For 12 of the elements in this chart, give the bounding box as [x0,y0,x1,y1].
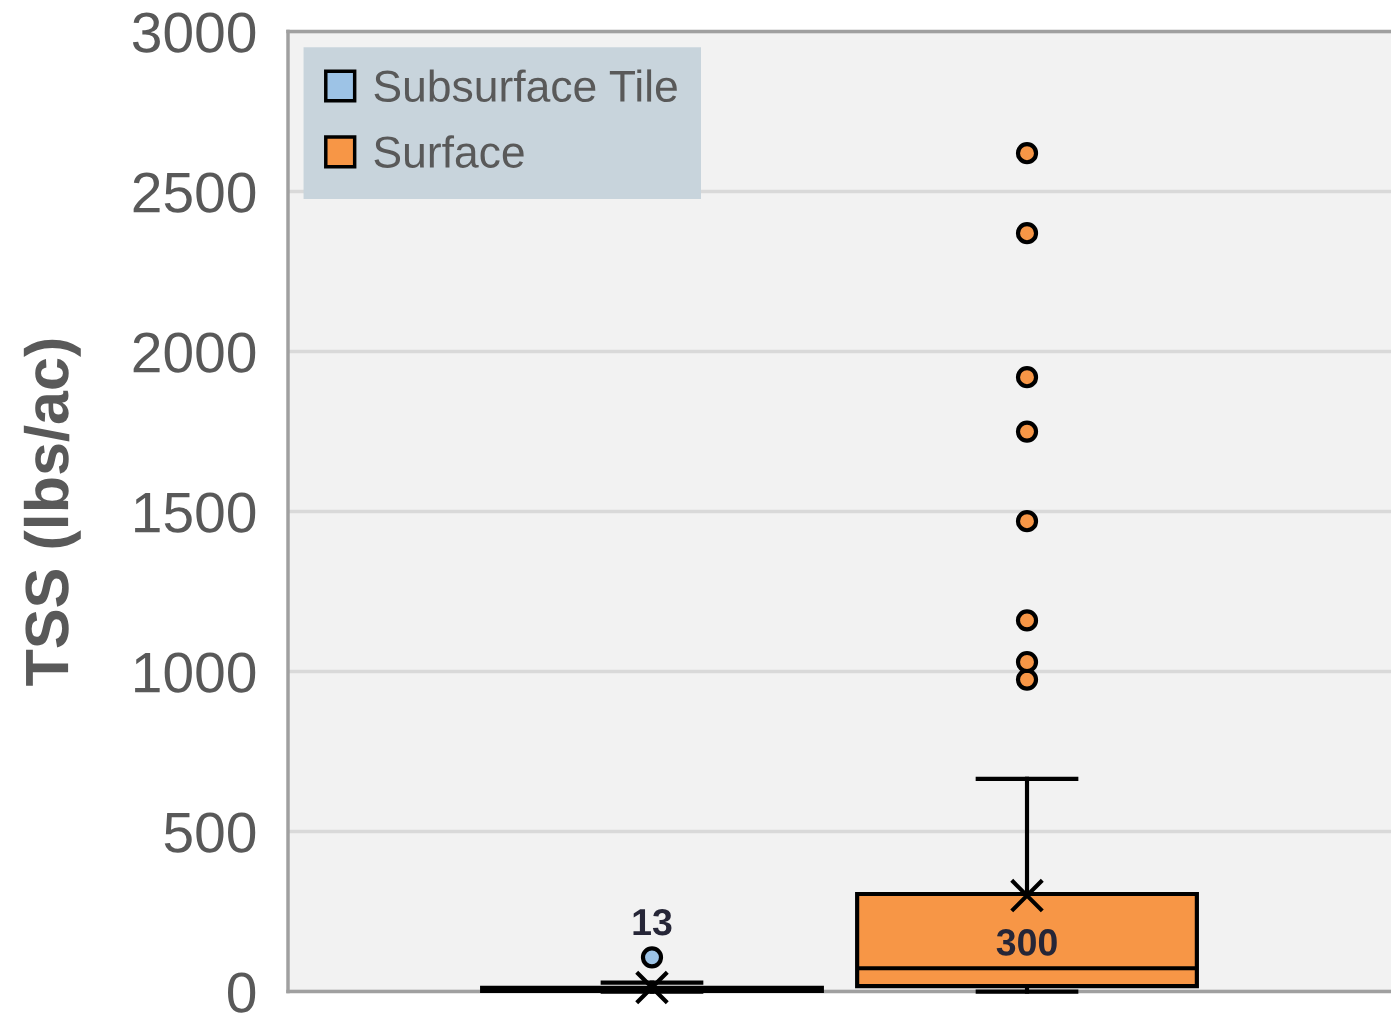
y-tick-label: 2500 [133,172,256,213]
legend-label: Surface [374,135,524,168]
y-tick-label: 500 [164,812,256,853]
text: 300 [996,929,1057,956]
y-tick-label: 0 [228,972,256,1013]
y-tick-label: 2000 [133,332,256,373]
y-tick-label: 1500 [135,492,256,533]
legend-label: Subsurface Tile [374,69,677,103]
y-tick-label: 1000 [135,652,256,693]
text: 13 [633,908,672,936]
y-tick-label: 3000 [132,12,256,53]
y-axis-title: TSS (lbs/ac) [23,339,81,686]
